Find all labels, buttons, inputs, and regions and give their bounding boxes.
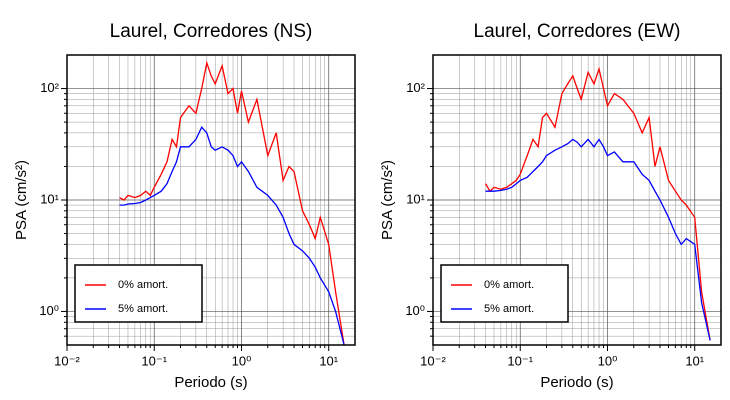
series-line bbox=[119, 126, 345, 346]
frame bbox=[66, 54, 356, 346]
legend-label: 0% amort. bbox=[118, 279, 168, 291]
y-tick-label: 10⁰ bbox=[405, 303, 425, 318]
y-tick-label: 10² bbox=[406, 80, 425, 95]
legend-label: 0% amort. bbox=[484, 279, 534, 291]
legend-box bbox=[440, 264, 569, 323]
x-axis-label: Periodo (s) bbox=[174, 374, 247, 391]
y-tick-label: 10² bbox=[40, 80, 59, 95]
x-tick-label: 10⁻² bbox=[420, 353, 446, 368]
chart-title: Laurel, Corredores (NS) bbox=[110, 21, 313, 42]
x-tick-label: 10¹ bbox=[685, 353, 704, 368]
y-tick-label: 10¹ bbox=[406, 191, 425, 206]
panel: 10⁻² 10⁻¹ 10⁰ 10¹ 10⁰ 10¹ 10² 0% amort. 5% amort… bbox=[379, 21, 722, 391]
y-tick-label: 10¹ bbox=[40, 191, 59, 206]
x-tick-label: 10⁰ bbox=[598, 353, 618, 368]
chart-title: Laurel, Corredores (EW) bbox=[474, 21, 681, 42]
legend-label: 5% amort. bbox=[484, 303, 534, 315]
series-line bbox=[119, 60, 345, 346]
legend-box bbox=[74, 264, 203, 323]
x-axis-label: Periodo (s) bbox=[540, 374, 613, 391]
x-tick-label: 10⁻² bbox=[54, 353, 80, 368]
legend-label: 5% amort. bbox=[118, 303, 168, 315]
x-tick-label: 10⁻¹ bbox=[507, 353, 533, 368]
frame bbox=[432, 54, 722, 346]
series-line bbox=[485, 138, 711, 341]
y-axis-label: PSA (cm/s²) bbox=[13, 160, 30, 240]
x-tick-label: 10⁻¹ bbox=[141, 353, 167, 368]
y-tick-label: 10⁰ bbox=[39, 303, 59, 318]
series-line bbox=[484, 66, 711, 341]
panel: 10⁻² 10⁻¹ 10⁰ 10¹ 10⁰ 10¹ 10² 0% amort. 5% amort… bbox=[13, 21, 356, 391]
x-tick-label: 10⁰ bbox=[232, 353, 252, 368]
x-tick-label: 10¹ bbox=[319, 353, 338, 368]
y-axis-label: PSA (cm/s²) bbox=[379, 160, 396, 240]
